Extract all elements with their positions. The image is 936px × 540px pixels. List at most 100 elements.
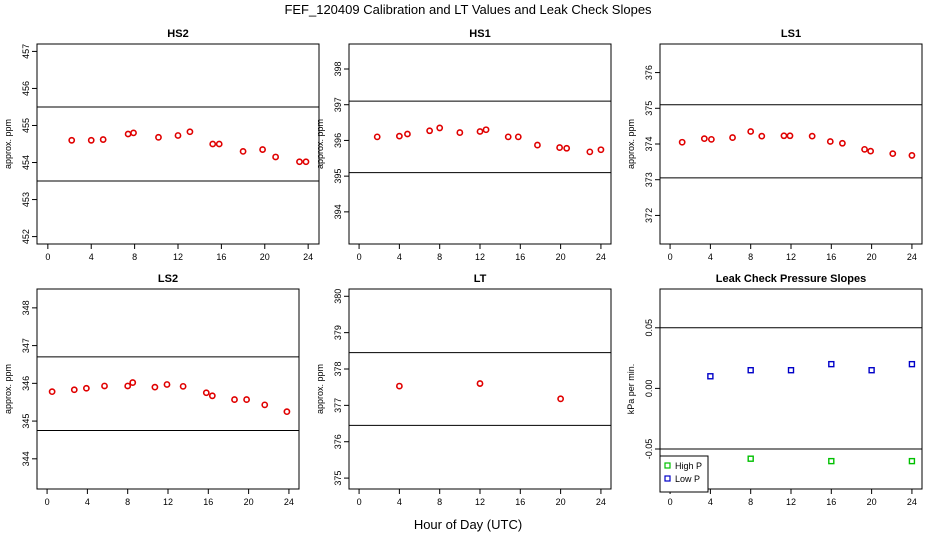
chart-title: LT bbox=[474, 273, 487, 285]
plot-frame bbox=[36, 43, 320, 245]
figure-x-axis-label: Hour of Day (UTC) bbox=[413, 517, 523, 532]
data-point bbox=[259, 146, 266, 153]
x-tick-label: 4 bbox=[708, 252, 713, 262]
y-tick-label: 0.05 bbox=[644, 319, 654, 337]
y-tick-label: 398 bbox=[333, 61, 343, 76]
data-point bbox=[908, 457, 916, 465]
data-point bbox=[747, 367, 754, 374]
data-point bbox=[747, 455, 754, 462]
y-tick-label: 375 bbox=[333, 471, 343, 486]
x-tick-label: 24 bbox=[907, 252, 917, 262]
x-tick-label: 8 bbox=[132, 252, 137, 262]
data-point bbox=[202, 389, 210, 397]
y-tick-label: 344 bbox=[21, 451, 31, 466]
y-tick-label: 395 bbox=[333, 169, 343, 184]
y-tick-label: 373 bbox=[644, 172, 654, 187]
chart-panel-0: HS2 0 4 8 12 16 20 24 452 453 454 455 456 457 approx. … bbox=[3, 28, 320, 262]
x-tick-label: 8 bbox=[437, 497, 442, 507]
data-point bbox=[826, 138, 834, 145]
data-point bbox=[828, 457, 835, 465]
x-tick-label: 12 bbox=[163, 497, 173, 507]
data-point bbox=[283, 408, 291, 416]
y-tick-label: 394 bbox=[333, 204, 343, 219]
data-point bbox=[215, 140, 223, 148]
chart-title: HS2 bbox=[167, 28, 188, 40]
data-point bbox=[174, 132, 182, 139]
data-point bbox=[395, 132, 403, 140]
plot-frame bbox=[659, 43, 923, 245]
y-tick-label: 378 bbox=[333, 361, 343, 376]
y-tick-label: 452 bbox=[21, 229, 31, 244]
data-point bbox=[130, 129, 137, 137]
x-tick-label: 0 bbox=[45, 497, 50, 507]
y-tick-label: 345 bbox=[21, 414, 31, 429]
data-point bbox=[124, 130, 132, 138]
data-point bbox=[908, 360, 916, 368]
chart-panel-4: LT 0 4 8 12 16 20 24 375 376 377 378 379 380 approx. p… bbox=[315, 273, 612, 507]
y-axis-label: approx. ppm bbox=[3, 364, 13, 414]
x-tick-label: 20 bbox=[867, 252, 877, 262]
data-point bbox=[82, 384, 90, 392]
y-tick-label: 375 bbox=[644, 101, 654, 116]
x-tick-label: 12 bbox=[475, 497, 485, 507]
y-axis-label: kPa per min. bbox=[626, 364, 636, 415]
y-tick-label: 453 bbox=[21, 192, 31, 207]
x-tick-label: 12 bbox=[786, 497, 796, 507]
plot-frame bbox=[348, 288, 612, 490]
x-tick-label: 24 bbox=[303, 252, 313, 262]
data-point bbox=[504, 133, 512, 141]
x-tick-label: 16 bbox=[826, 252, 836, 262]
data-point bbox=[557, 395, 565, 403]
y-tick-label: 0.00 bbox=[644, 380, 654, 398]
y-tick-label: 457 bbox=[21, 44, 31, 59]
data-point bbox=[868, 367, 875, 374]
data-point bbox=[373, 133, 381, 141]
y-tick-label: 346 bbox=[21, 376, 31, 391]
x-tick-label: 0 bbox=[668, 252, 673, 262]
data-point bbox=[514, 133, 522, 141]
x-tick-label: 8 bbox=[748, 497, 753, 507]
x-tick-label: 4 bbox=[89, 252, 94, 262]
data-point bbox=[838, 139, 846, 147]
x-tick-label: 8 bbox=[437, 252, 442, 262]
x-tick-label: 24 bbox=[596, 497, 606, 507]
y-tick-label: 379 bbox=[333, 325, 343, 340]
y-tick-label: 455 bbox=[21, 118, 31, 133]
y-tick-label: 347 bbox=[21, 338, 31, 353]
data-point bbox=[231, 396, 238, 403]
data-point bbox=[243, 396, 250, 403]
data-point bbox=[124, 382, 132, 390]
x-tick-label: 0 bbox=[357, 497, 362, 507]
chart-panel-1: HS1 0 4 8 12 16 20 24 394 395 396 397 398 approx. ppm bbox=[315, 28, 612, 262]
data-point bbox=[586, 148, 594, 156]
data-point bbox=[70, 386, 78, 394]
data-point bbox=[209, 140, 217, 148]
x-tick-label: 20 bbox=[556, 497, 566, 507]
data-point bbox=[302, 158, 310, 166]
y-tick-label: 397 bbox=[333, 97, 343, 112]
legend-box bbox=[659, 455, 709, 493]
data-point bbox=[426, 127, 434, 135]
data-point bbox=[707, 373, 714, 380]
x-tick-label: 20 bbox=[244, 497, 254, 507]
y-tick-label: 348 bbox=[21, 300, 31, 315]
data-point bbox=[747, 128, 755, 135]
data-point bbox=[163, 381, 171, 388]
x-tick-label: 20 bbox=[556, 252, 566, 262]
data-point bbox=[151, 383, 159, 391]
data-point bbox=[296, 158, 303, 166]
data-point bbox=[828, 360, 835, 368]
chart-title: LS1 bbox=[781, 28, 801, 40]
data-point bbox=[476, 380, 484, 387]
data-point bbox=[99, 136, 107, 143]
data-point bbox=[861, 145, 868, 153]
legend-swatch bbox=[664, 462, 671, 469]
y-tick-label: 376 bbox=[333, 434, 343, 449]
y-tick-label: 454 bbox=[21, 155, 31, 170]
data-point bbox=[808, 132, 816, 140]
x-tick-label: 4 bbox=[85, 497, 90, 507]
x-tick-label: 16 bbox=[515, 497, 525, 507]
x-tick-label: 8 bbox=[125, 497, 130, 507]
data-point bbox=[456, 129, 464, 136]
y-tick-label: 374 bbox=[644, 136, 654, 151]
